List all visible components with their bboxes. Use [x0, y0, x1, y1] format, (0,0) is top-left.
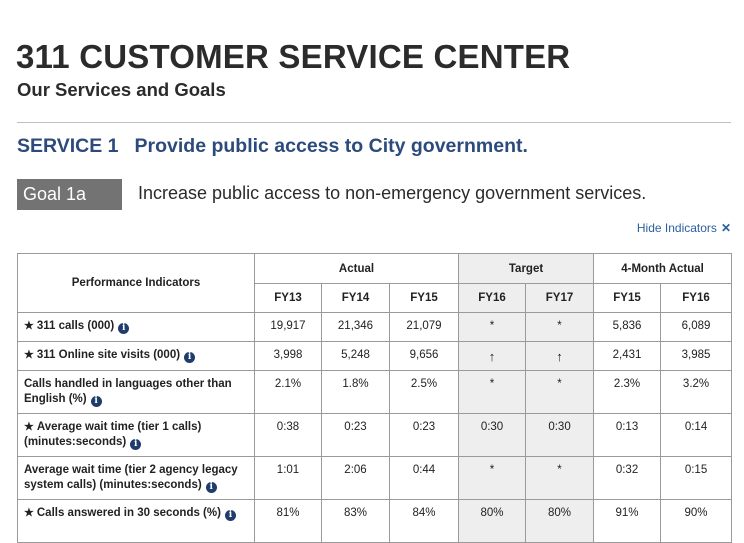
value-cell: 90% [660, 499, 733, 543]
info-icon[interactable]: i [90, 396, 102, 407]
info-icon[interactable]: i [130, 439, 142, 450]
star-icon: ★ [24, 507, 34, 519]
four-month-group-header: 4-Month Actual [593, 253, 733, 284]
value-cell: * [458, 456, 527, 500]
value-cell: 21,079 [388, 312, 460, 342]
table-row: Average wait time (tier 2 agency legacy … [17, 456, 733, 500]
hide-indicators-link[interactable]: Hide Indicators ✕ [637, 221, 731, 235]
indicator-label-cell: Calls handled in languages other than En… [17, 370, 255, 414]
divider [17, 122, 731, 123]
value-cell: * [458, 312, 527, 342]
indicator-label: 311 Online site visits (000) [36, 349, 181, 361]
indicators-column-header: Performance Indicators [17, 253, 255, 313]
service-description: Provide public access to City government… [134, 135, 528, 157]
value-cell: 84% [388, 499, 460, 543]
value-cell: 2:06 [321, 456, 390, 500]
target-group-header: Target [458, 253, 595, 284]
value-cell: 1:01 [254, 456, 322, 500]
value-cell: ↑ [458, 341, 527, 371]
page-title: 311 CUSTOMER SERVICE CENTER [16, 38, 571, 75]
hide-indicators-label: Hide Indicators [636, 221, 717, 235]
indicator-label-cell: ★ 311 Online site visits (000) i [17, 341, 255, 371]
indicator-label: Average wait time (tier 2 agency legacy … [24, 464, 238, 491]
table-row: Calls handled in languages other than En… [17, 370, 733, 414]
value-cell: * [525, 370, 595, 414]
value-cell: 0:14 [660, 413, 733, 457]
service-label: SERVICE 1 [17, 135, 119, 157]
year-column-header: FY15 [388, 283, 460, 313]
value-cell: 3.2% [660, 370, 733, 414]
indicator-label: Calls answered in 30 seconds (%) [36, 507, 221, 519]
actual-group-header: Actual [253, 253, 460, 284]
table-row: ★ 311 Online site visits (000) i 3,998 5,248… [17, 341, 733, 371]
value-cell: 3,985 [660, 341, 733, 371]
indicator-label-cell: Average wait time (tier 2 agency legacy … [17, 456, 255, 500]
performance-indicators-table: Performance Indicators Actual Target 4-M… [17, 253, 733, 543]
value-cell: 1.8% [321, 370, 390, 414]
value-cell: 5,836 [593, 312, 662, 342]
value-cell: 0:13 [593, 413, 662, 457]
indicator-label-cell: ★ Average wait time (tier 1 calls) (minut… [17, 413, 255, 457]
value-cell: 0:38 [254, 413, 322, 457]
service-heading: SERVICE 1 Provide public access to City g… [17, 135, 528, 158]
star-icon: ★ [24, 349, 34, 361]
value-cell: 2.5% [388, 370, 460, 414]
value-cell: 3,998 [254, 341, 322, 371]
year-column-header: FY13 [254, 283, 322, 313]
year-column-header: FY15 [593, 283, 662, 313]
year-column-header: FY14 [321, 283, 390, 313]
goal-description: Increase public access to non-emergency … [138, 183, 647, 203]
value-cell: 19,917 [254, 312, 322, 342]
value-cell: 6,089 [660, 312, 733, 342]
value-cell: 2,431 [593, 341, 662, 371]
value-cell: * [525, 312, 595, 342]
value-cell: 0:32 [593, 456, 662, 500]
value-cell: 0:23 [321, 413, 390, 457]
indicator-label-cell: ★ Calls answered in 30 seconds (%) i [17, 499, 255, 543]
value-cell: 9,656 [388, 341, 460, 371]
close-icon: ✕ [720, 221, 731, 235]
value-cell: 2.3% [593, 370, 662, 414]
value-cell: 80% [525, 499, 595, 543]
goal-label: Goal 1a [17, 179, 122, 210]
indicator-label: 311 calls (000) [36, 320, 115, 332]
table-row: ★ Average wait time (tier 1 calls) (minut… [17, 413, 733, 457]
value-cell: 0:15 [660, 456, 733, 500]
value-cell: 80% [458, 499, 527, 543]
value-cell: * [525, 456, 595, 500]
indicator-label: Average wait time (tier 1 calls) (minute… [24, 421, 202, 448]
value-cell: 0:30 [458, 413, 527, 457]
value-cell: 2.1% [254, 370, 322, 414]
value-cell: 0:23 [388, 413, 460, 457]
info-icon[interactable]: i [205, 482, 217, 493]
year-column-header: FY16 [660, 283, 733, 313]
value-cell: ↑ [525, 341, 595, 371]
value-cell: 83% [321, 499, 390, 543]
indicator-label-cell: ★ 311 calls (000) i [17, 312, 255, 342]
star-icon: ★ [24, 320, 34, 332]
value-cell: * [458, 370, 527, 414]
value-cell: 91% [593, 499, 662, 543]
info-icon[interactable]: i [118, 323, 130, 334]
value-cell: 0:44 [388, 456, 460, 500]
value-cell: 81% [254, 499, 322, 543]
value-cell: 0:30 [525, 413, 595, 457]
value-cell: 21,346 [321, 312, 390, 342]
info-icon[interactable]: i [184, 352, 196, 363]
year-column-header: FY17 [525, 283, 595, 313]
table-row: ★ 311 calls (000) i 19,917 21,346 21,079 * * 5,8… [17, 312, 733, 342]
table-row: ★ Calls answered in 30 seconds (%) i 81% 83%… [17, 499, 733, 543]
year-column-header: FY16 [458, 283, 527, 313]
page-subtitle: Our Services and Goals [17, 79, 226, 100]
star-icon: ★ [24, 421, 34, 433]
info-icon[interactable]: i [224, 510, 236, 521]
indicator-label: Calls handled in languages other than En… [24, 378, 232, 405]
value-cell: 5,248 [321, 341, 390, 371]
